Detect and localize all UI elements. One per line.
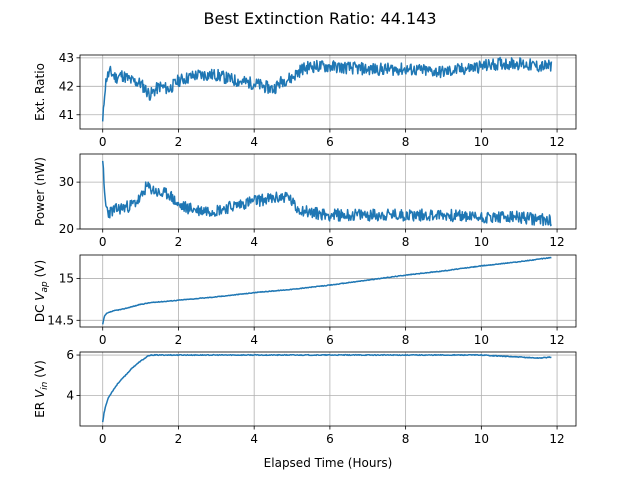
x-tick-label: 4 bbox=[250, 235, 258, 249]
x-axis-label: Elapsed Time (Hours) bbox=[264, 456, 393, 470]
series-line bbox=[101, 160, 553, 227]
x-tick-label: 6 bbox=[326, 235, 334, 249]
x-tick-label: 12 bbox=[549, 235, 564, 249]
x-tick-label: 6 bbox=[326, 432, 334, 446]
x-tick-label: 8 bbox=[402, 333, 410, 347]
x-tick-label: 0 bbox=[99, 333, 107, 347]
x-tick-label: 8 bbox=[402, 432, 410, 446]
x-tick-label: 12 bbox=[549, 135, 564, 149]
y-tick-label: 15 bbox=[59, 271, 74, 285]
subplot-4: 0 2 4 6 8 10 12 4 6 ER Vin (V) bbox=[33, 348, 577, 446]
x-tick-label: 4 bbox=[250, 333, 258, 347]
x-tick-label: 2 bbox=[175, 333, 183, 347]
y-tick-label: 42 bbox=[59, 79, 74, 93]
y-tick-label: 20 bbox=[59, 222, 74, 236]
x-tick-label: 0 bbox=[99, 235, 107, 249]
x-tick-label: 10 bbox=[474, 235, 489, 249]
x-tick-label: 4 bbox=[250, 135, 258, 149]
y-axis-label: Power (nW) bbox=[33, 157, 47, 226]
y-tick-label: 4 bbox=[66, 389, 74, 403]
series-line bbox=[101, 353, 552, 423]
y-tick-label: 6 bbox=[66, 348, 74, 362]
subplot-3: 0 2 4 6 8 10 12 14.5 15 DC Vap (V) bbox=[33, 254, 577, 347]
y-axis-label: ER Vin (V) bbox=[33, 360, 50, 418]
x-tick-label: 8 bbox=[402, 235, 410, 249]
x-tick-label: 4 bbox=[250, 432, 258, 446]
chart-title: Best Extinction Ratio: 44.143 bbox=[203, 9, 436, 28]
y-axis-label: DC Vap (V) bbox=[33, 260, 50, 322]
plot-frame bbox=[79, 153, 577, 230]
y-tick-label: 14.5 bbox=[47, 313, 74, 327]
series-line bbox=[101, 56, 553, 122]
x-tick-label: 2 bbox=[175, 135, 183, 149]
plot-frame bbox=[79, 54, 577, 130]
x-tick-label: 0 bbox=[99, 135, 107, 149]
subplot-2: 0 2 4 6 8 10 12 20 30 Power (nW) bbox=[33, 153, 577, 249]
x-tick-label: 12 bbox=[549, 333, 564, 347]
x-tick-label: 10 bbox=[474, 432, 489, 446]
y-axis-label: Ext. Ratio bbox=[33, 63, 47, 121]
x-tick-label: 10 bbox=[474, 333, 489, 347]
x-tick-label: 10 bbox=[474, 135, 489, 149]
subplot-1: 0 2 4 6 8 10 12 41 42 43 Ext. Ratio bbox=[33, 51, 577, 149]
y-tick-label: 43 bbox=[59, 51, 74, 65]
x-tick-label: 12 bbox=[549, 432, 564, 446]
x-tick-label: 6 bbox=[326, 333, 334, 347]
x-tick-label: 8 bbox=[402, 135, 410, 149]
series-line bbox=[101, 256, 552, 325]
y-tick-label: 30 bbox=[59, 175, 74, 189]
x-tick-label: 0 bbox=[99, 432, 107, 446]
plot-frame bbox=[79, 254, 577, 328]
y-tick-label: 41 bbox=[59, 108, 74, 122]
x-tick-label: 2 bbox=[175, 235, 183, 249]
plot-frame bbox=[79, 351, 577, 427]
x-tick-label: 2 bbox=[175, 432, 183, 446]
x-tick-label: 6 bbox=[326, 135, 334, 149]
